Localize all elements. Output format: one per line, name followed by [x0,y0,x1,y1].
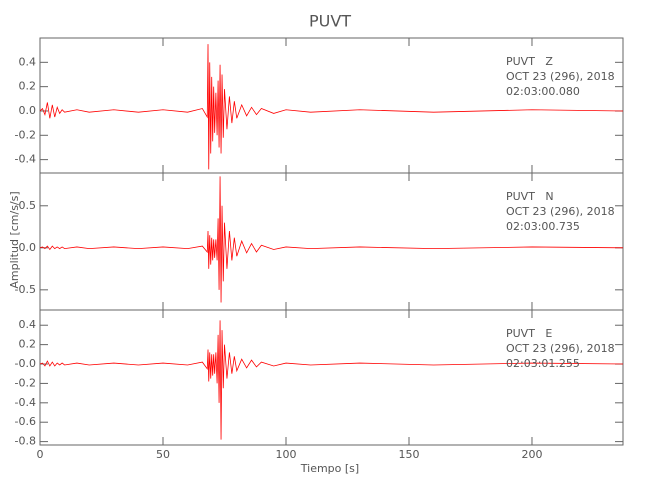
waveform [39,44,624,170]
y-tick-label: 0.4 [19,55,37,68]
x-tick-label: 100 [275,448,296,461]
y-tick-label: 0.4 [19,318,37,331]
x-tick-label: 200 [521,448,542,461]
y-axis-label: Amplitud [cm/s/s] [8,191,21,288]
x-tick-label: 150 [398,448,419,461]
y-tick-label: -0.2 [15,128,36,141]
y-tick-label: 0.0 [19,241,37,254]
annotation: 02:03:01.255 [506,357,580,370]
y-tick-label: -0.4 [15,153,36,166]
waveform [39,320,624,440]
x-axis-label: Tiempo [s] [300,462,359,475]
annotation: PUVT Z [506,55,553,68]
annotation: OCT 23 (296), 2018 [506,205,615,218]
y-tick-label: -0.8 [15,435,36,448]
annotation: PUVT E [506,327,552,340]
panel-frame [39,309,624,446]
y-tick-label: -0.5 [15,283,36,296]
annotation: OCT 23 (296), 2018 [506,70,615,83]
annotation: 02:03:00.080 [506,85,580,98]
annotation: 02:03:00.735 [506,220,580,233]
chart-title: PUVT [309,12,351,31]
annotation: OCT 23 (296), 2018 [506,342,615,355]
x-tick-label: 0 [37,448,44,461]
y-tick-label: 0.2 [19,338,37,351]
y-tick-label: -0.0 [15,357,36,370]
y-tick-label: -0.2 [15,376,36,389]
y-tick-label: -0.6 [15,415,36,428]
annotation: PUVT N [506,190,554,203]
y-tick-label: 0.0 [19,104,37,117]
y-tick-label: 0.2 [19,80,37,93]
y-tick-label: -0.4 [15,396,36,409]
waveform [39,176,624,303]
x-tick-label: 50 [156,448,170,461]
y-tick-label: 0.5 [19,199,37,212]
